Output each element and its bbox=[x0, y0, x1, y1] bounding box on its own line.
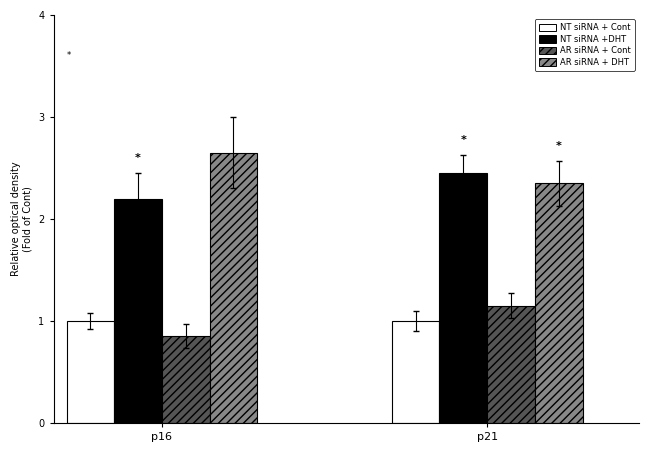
Bar bbox=[162, 336, 210, 423]
Y-axis label: Relative optical density
(Fold of Cont): Relative optical density (Fold of Cont) bbox=[11, 162, 32, 276]
Legend: NT siRNA + Cont, NT siRNA +DHT, AR siRNA + Cont, AR siRNA + DHT: NT siRNA + Cont, NT siRNA +DHT, AR siRNA… bbox=[535, 19, 634, 71]
Bar bbox=[114, 198, 162, 423]
Bar bbox=[487, 306, 535, 423]
Bar bbox=[210, 153, 257, 423]
Text: *: * bbox=[556, 141, 562, 151]
Text: *: * bbox=[66, 51, 71, 60]
Bar bbox=[392, 321, 439, 423]
Text: *: * bbox=[460, 135, 466, 145]
Bar bbox=[535, 183, 582, 423]
Text: *: * bbox=[135, 153, 141, 163]
Bar bbox=[439, 173, 487, 423]
Bar bbox=[66, 321, 114, 423]
